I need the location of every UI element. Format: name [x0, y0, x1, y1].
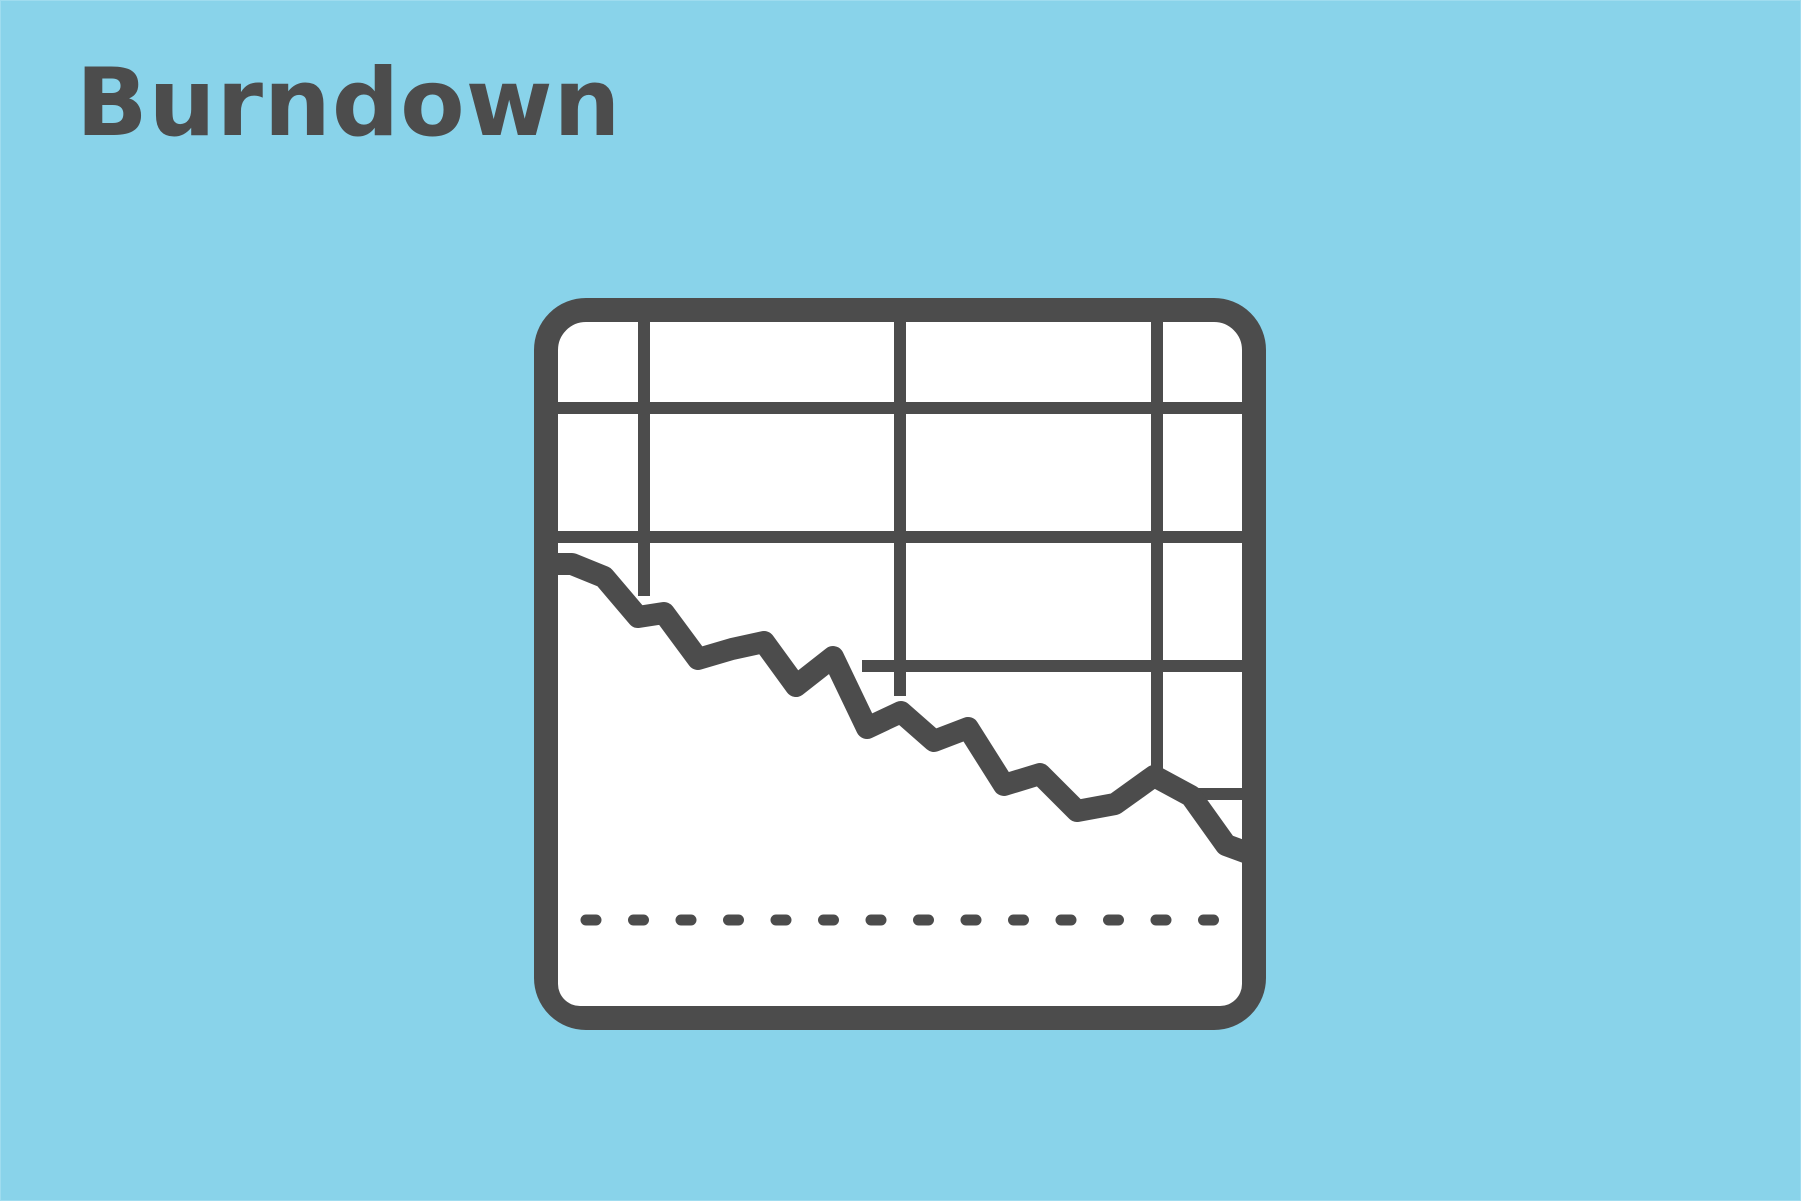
chart-grid — [558, 322, 1242, 800]
burndown-chart-icon — [532, 296, 1268, 1032]
burndown-area — [558, 564, 1242, 1006]
burndown-line — [558, 553, 1242, 867]
page-title: Burndown — [76, 49, 622, 158]
